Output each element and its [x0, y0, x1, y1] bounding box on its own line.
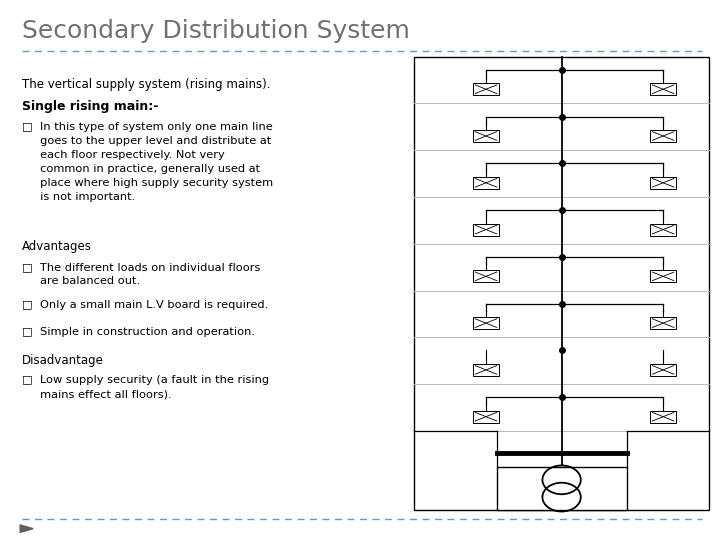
Text: □  Only a small main L.V board is required.: □ Only a small main L.V board is require…: [22, 300, 268, 310]
Bar: [650, 177, 676, 189]
Bar: [650, 271, 676, 282]
Text: □  Simple in construction and operation.: □ Simple in construction and operation.: [22, 327, 255, 337]
Bar: [473, 177, 499, 189]
Bar: [473, 224, 499, 235]
Text: Advantages: Advantages: [22, 240, 91, 253]
Bar: [650, 130, 676, 142]
Bar: [650, 364, 676, 376]
Bar: [650, 411, 676, 423]
Bar: [650, 224, 676, 235]
Text: □  In this type of system only one main line
     goes to the upper level and di: □ In this type of system only one main l…: [22, 122, 273, 201]
Text: □  Low supply security (a fault in the rising
     mains effect all floors).: □ Low supply security (a fault in the ri…: [22, 375, 269, 399]
Text: Single rising main:-: Single rising main:-: [22, 100, 158, 113]
Bar: [473, 364, 499, 376]
Text: Disadvantage: Disadvantage: [22, 354, 104, 367]
Bar: [473, 411, 499, 423]
Polygon shape: [20, 525, 33, 532]
Bar: [473, 83, 499, 95]
Bar: [473, 317, 499, 329]
Text: □  The different loads on individual floors
     are balanced out.: □ The different loads on individual floo…: [22, 262, 260, 286]
Text: Secondary Distribution System: Secondary Distribution System: [22, 19, 410, 43]
Bar: [473, 271, 499, 282]
Bar: [414, 57, 709, 510]
Bar: [473, 130, 499, 142]
Bar: [650, 83, 676, 95]
Bar: [650, 317, 676, 329]
Bar: [497, 467, 626, 510]
Text: The vertical supply system (rising mains).: The vertical supply system (rising mains…: [22, 78, 270, 91]
